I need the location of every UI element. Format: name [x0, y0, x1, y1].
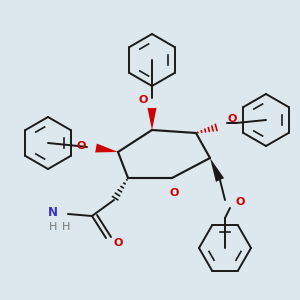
Text: O: O [228, 114, 237, 124]
Text: H: H [62, 222, 70, 232]
Polygon shape [148, 108, 157, 130]
Polygon shape [210, 158, 224, 182]
Polygon shape [95, 144, 118, 152]
Text: O: O [169, 188, 179, 198]
Text: O: O [235, 197, 244, 207]
Text: O: O [76, 141, 86, 151]
Text: H: H [49, 222, 57, 232]
Text: O: O [139, 95, 148, 105]
Text: O: O [114, 238, 123, 248]
Text: N: N [48, 206, 58, 218]
